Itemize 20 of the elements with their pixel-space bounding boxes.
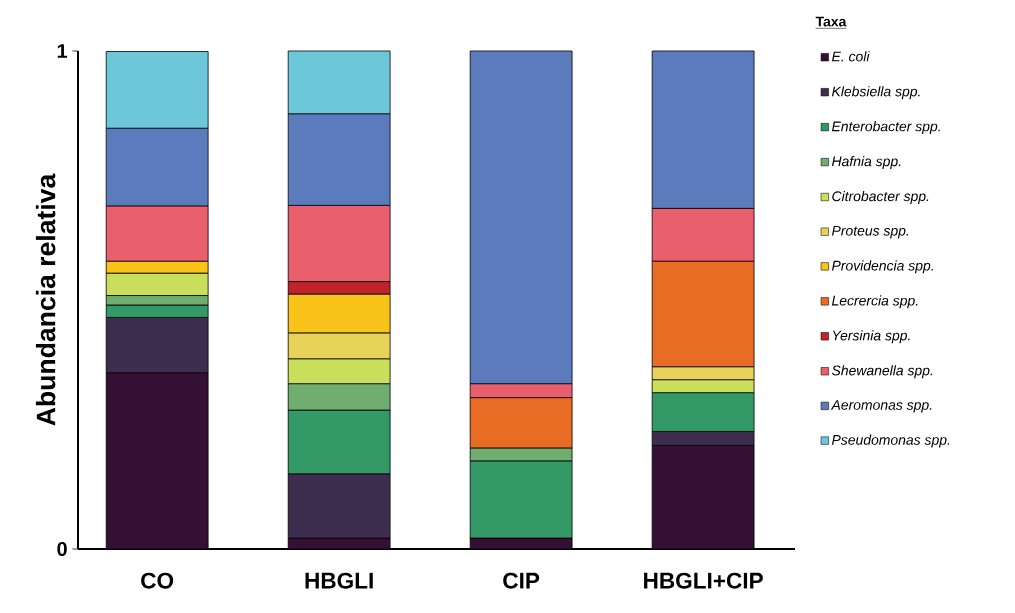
y-tick-label: 1 bbox=[57, 44, 68, 58]
x-tick-label: HBGLI bbox=[305, 572, 373, 589]
legend-label: Citrobacter spp. bbox=[832, 190, 929, 204]
legend-label: Pseudomonas spp. bbox=[831, 434, 950, 448]
legend-title: Taxa bbox=[815, 16, 847, 27]
legend-label: E. coli bbox=[831, 51, 870, 62]
x-tick-label: CIP bbox=[503, 572, 540, 589]
legend-label: Enterobacter spp. bbox=[831, 121, 940, 135]
legend-label: Providencia spp. bbox=[831, 260, 933, 274]
legend-label: Lecrercia spp. bbox=[831, 295, 918, 309]
x-tick-label: CO bbox=[141, 572, 174, 589]
legend-label: Hafnia spp. bbox=[831, 156, 901, 170]
y-axis-title: Abundancia relativa bbox=[35, 173, 56, 426]
legend-label: Proteus spp. bbox=[831, 225, 909, 239]
legend-label: Shewanella spp. bbox=[831, 365, 933, 379]
legend-label: Aeromonas spp. bbox=[830, 400, 932, 413]
x-tick-label: HBGLI+CIP bbox=[644, 572, 763, 589]
legend-label: Klebsiella spp. bbox=[831, 86, 920, 100]
legend-label: Yersinia spp. bbox=[832, 330, 910, 344]
y-tick-label: 0 bbox=[57, 541, 67, 557]
